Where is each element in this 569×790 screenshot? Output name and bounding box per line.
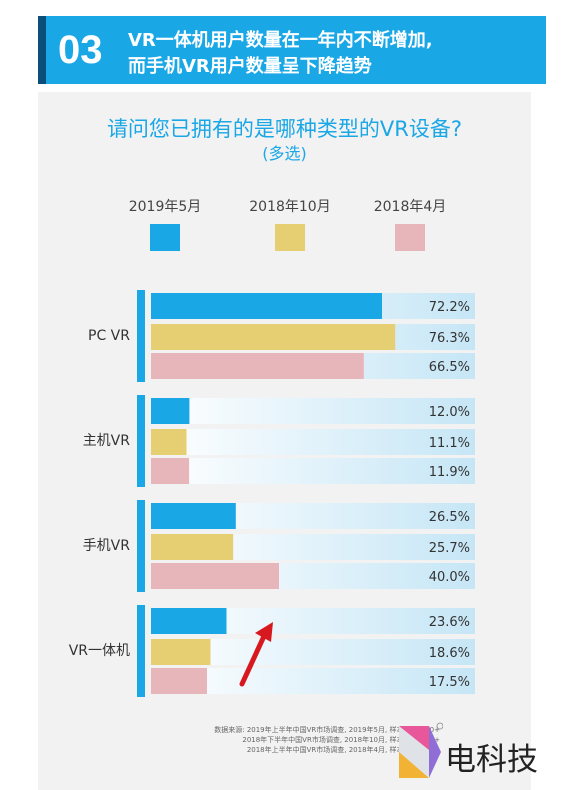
header-accent-strip xyxy=(38,16,46,84)
bar xyxy=(151,534,234,560)
question-title: 请问您已拥有的是哪种类型的VR设备? xyxy=(106,117,463,141)
legend-item-2019-5: 2019年5月 xyxy=(105,196,225,251)
data-label: 17.5% xyxy=(429,675,470,690)
category-group: PC VR 72.2% 76.3% 66.5% xyxy=(88,290,475,382)
data-label: 66.5% xyxy=(429,360,470,375)
bar xyxy=(151,563,279,589)
group-accent-bar xyxy=(137,605,145,697)
legend-swatch xyxy=(275,224,305,251)
data-label: 23.6% xyxy=(429,615,470,630)
bar xyxy=(151,668,207,694)
data-label: 12.0% xyxy=(429,405,470,420)
legend-label: 2018年4月 xyxy=(373,199,447,215)
bar xyxy=(151,503,236,529)
category-label: PC VR xyxy=(88,328,130,344)
legend-swatch xyxy=(150,224,180,251)
bar xyxy=(151,398,190,424)
section-header: 03 VR一体机用户数量在一年内不断增加, 而手机VR用户数量呈下降趋势 xyxy=(38,16,546,84)
group-accent-bar xyxy=(137,500,145,592)
bar xyxy=(151,458,190,484)
data-label: 26.5% xyxy=(429,510,470,525)
source-line: 数据来源: 2019年上半年中国VR市场调查, 2019年5月, 样本量=420… xyxy=(214,726,440,734)
group-accent-bar xyxy=(137,395,145,487)
category-label: VR一体机 xyxy=(69,643,130,659)
legend-label: 2018年10月 xyxy=(249,199,331,215)
row-background xyxy=(151,398,475,424)
data-label: 11.1% xyxy=(429,436,470,451)
section-number: 03 xyxy=(58,28,103,72)
source-line: 2018年上半年中国VR市场调查, 2018年4月, 样本量=4200+ xyxy=(246,746,440,754)
bar xyxy=(151,353,364,379)
bar xyxy=(151,324,396,350)
data-label: 11.9% xyxy=(429,465,470,480)
data-source: 数据来源: 2019年上半年中国VR市场调查, 2019年5月, 样本量=420… xyxy=(130,725,440,755)
data-label: 72.2% xyxy=(429,300,470,315)
legend-item-2018-4: 2018年4月 xyxy=(350,196,470,251)
category-label: 手机VR xyxy=(83,538,131,554)
bar xyxy=(151,639,211,665)
trend-arrow xyxy=(239,622,273,687)
row-background xyxy=(151,458,475,484)
legend-label: 2019年5月 xyxy=(128,199,202,215)
group-accent-bar xyxy=(137,290,145,382)
legend-swatch xyxy=(395,224,425,251)
header-line-1: VR一体机用户数量在一年内不断增加, xyxy=(128,30,433,51)
category-group: 主机VR 12.0% 11.1% 11.9% xyxy=(83,395,475,487)
header-line-2: 而手机VR用户数量呈下降趋势 xyxy=(128,56,372,77)
bar xyxy=(151,608,227,634)
bar xyxy=(151,429,187,455)
data-label: 76.3% xyxy=(429,331,470,346)
row-background xyxy=(151,429,475,455)
data-label: 25.7% xyxy=(429,541,470,556)
source-line: 2018年下半年中国VR市场调查, 2018年10月, 样本量=3700+ xyxy=(242,736,440,744)
legend-item-2018-10: 2018年10月 xyxy=(230,196,350,251)
category-group: 手机VR 26.5% 25.7% 40.0% xyxy=(83,500,475,592)
data-label: 40.0% xyxy=(429,570,470,585)
category-group: VR一体机 23.6% 18.6% 17.5% xyxy=(69,605,475,697)
brand-logo xyxy=(399,722,443,778)
data-label: 18.6% xyxy=(429,646,470,661)
category-label: 主机VR xyxy=(83,433,131,449)
question-subtitle: (多选) xyxy=(262,144,307,163)
bar xyxy=(151,293,382,319)
brand-name: 电科技 xyxy=(445,742,538,778)
